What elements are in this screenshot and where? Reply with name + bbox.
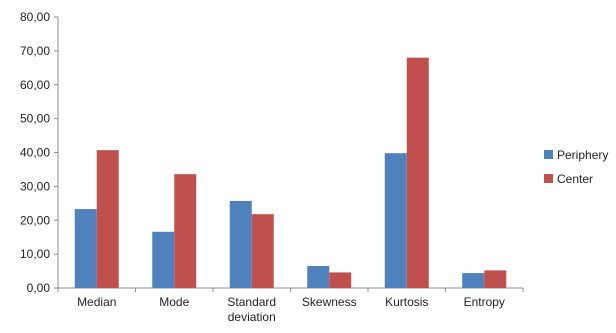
legend-label: Center xyxy=(557,172,593,186)
bar-center xyxy=(174,174,197,288)
y-axis: 0,00 10,00 20,00 30,00 40,00 50,00 60,00 70,00 8… xyxy=(20,10,59,295)
bar-periphery xyxy=(229,200,252,288)
bar-center xyxy=(484,270,507,288)
bar-periphery xyxy=(462,273,485,288)
legend-swatch xyxy=(544,150,553,159)
bar-periphery xyxy=(384,153,407,288)
y-tick-label: 0,00 xyxy=(27,281,51,295)
bar-center xyxy=(406,57,429,289)
bar-center xyxy=(329,272,352,288)
legend-swatch xyxy=(544,174,553,183)
legend-item-center: Center xyxy=(544,172,593,186)
x-tick-label: Median xyxy=(77,295,116,309)
bar-center xyxy=(96,150,119,288)
y-tick-label: 30,00 xyxy=(20,179,50,193)
bars xyxy=(74,57,507,289)
legend-label: Periphery xyxy=(557,148,608,162)
y-tick-label: 10,00 xyxy=(20,247,50,261)
x-tick-label: Mode xyxy=(159,295,189,309)
y-tick-label: 70,00 xyxy=(20,44,50,58)
y-tick-label: 20,00 xyxy=(20,213,50,227)
bar-periphery xyxy=(152,231,175,288)
y-tick-label: 40,00 xyxy=(20,146,50,160)
bar-periphery xyxy=(307,265,330,288)
y-tick-label: 80,00 xyxy=(20,10,50,24)
x-tick-label: Skewness xyxy=(302,295,357,309)
legend-item-periphery: Periphery xyxy=(544,148,608,162)
y-tick-label: 50,00 xyxy=(20,112,50,126)
x-tick-label: Entropy xyxy=(464,295,505,309)
y-tick-label: 60,00 xyxy=(20,78,50,92)
x-tick-label: Kurtosis xyxy=(385,295,428,309)
bar-center xyxy=(251,214,274,288)
legend: Periphery Center xyxy=(544,148,608,186)
x-tick-label: Standard deviation xyxy=(227,295,276,324)
bar-periphery xyxy=(74,209,97,288)
x-axis: Median Mode Standard deviation Skewness Kurto… xyxy=(57,287,524,324)
